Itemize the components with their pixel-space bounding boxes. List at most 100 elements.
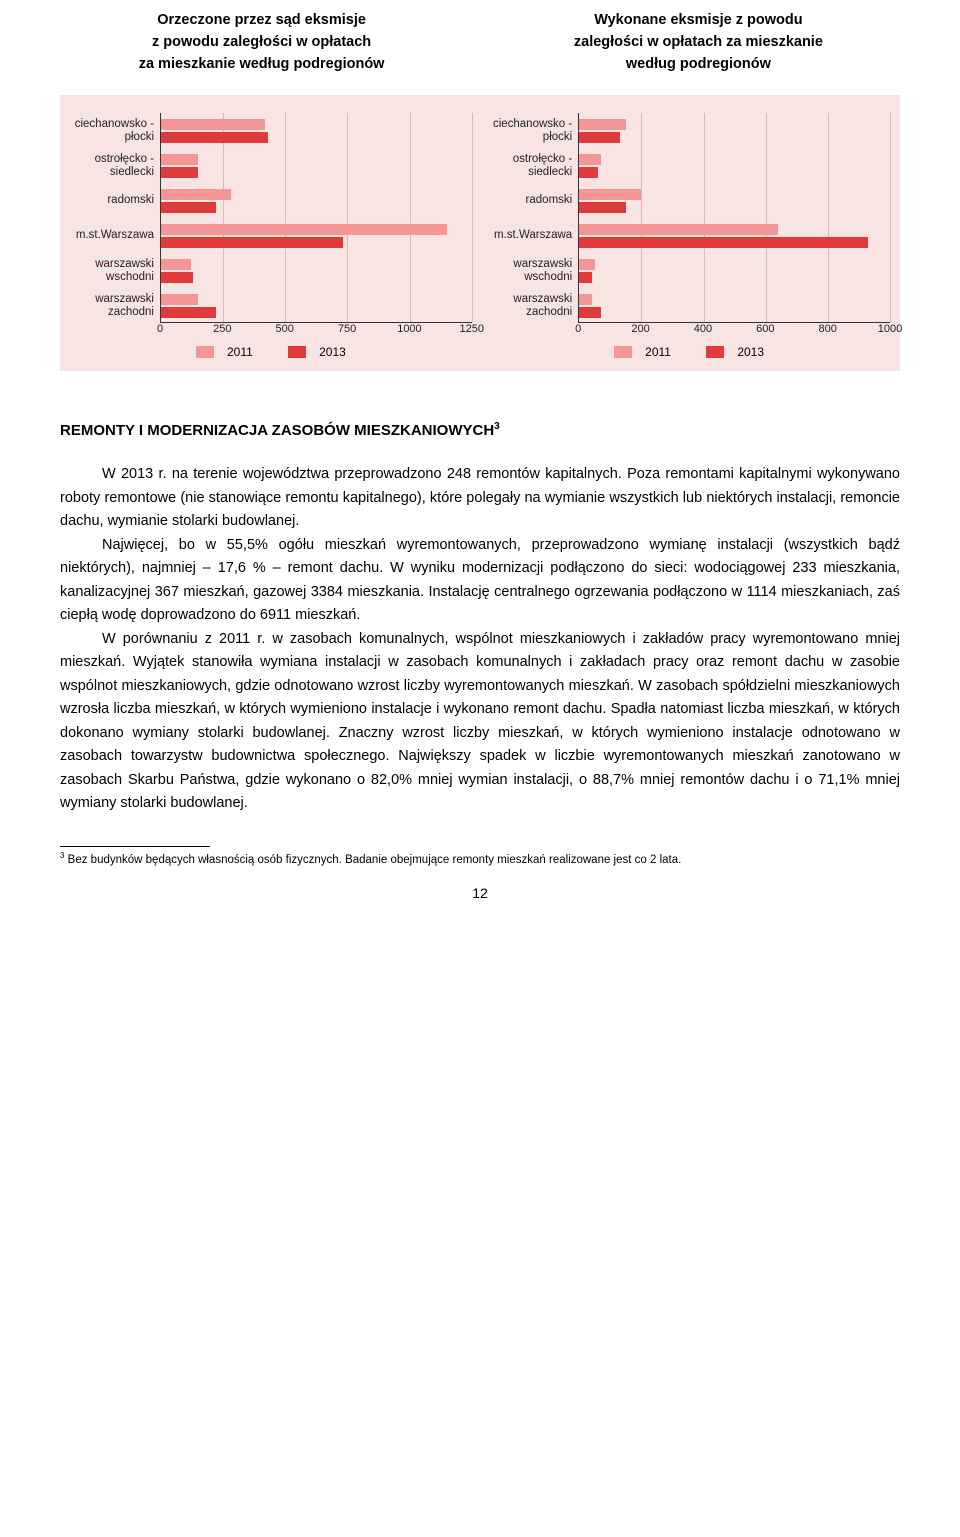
x-tick-label: 0 (157, 323, 163, 335)
body-text: W 2013 r. na terenie województwa przepro… (60, 463, 900, 815)
legend-swatch-2013 (288, 346, 306, 358)
footnote-superscript: 3 (60, 851, 64, 860)
bar-2011 (579, 154, 601, 165)
footnote-text: Bez budynków będących własnością osób fi… (68, 853, 682, 865)
title-line: Wykonane eksmisje z powodu (497, 10, 900, 32)
bar-group (161, 253, 472, 288)
category-label: warszawski wschodni (488, 253, 572, 288)
x-tick-label: 250 (213, 323, 231, 335)
bar-group (579, 148, 890, 183)
legend-item: 2013 (698, 345, 772, 359)
title-line: za mieszkanie według podregionów (60, 54, 463, 76)
paragraph: W porównaniu z 2011 r. w zasobach komuna… (60, 628, 900, 816)
footnote-rule (60, 846, 210, 847)
x-tick-label: 1000 (397, 323, 421, 335)
bar-group (579, 253, 890, 288)
category-label: ostrołęcko - siedlecki (70, 148, 154, 183)
bar-group (579, 113, 890, 148)
legend-swatch-2011 (614, 346, 632, 358)
bar-2013 (161, 132, 268, 143)
category-label: radomski (488, 183, 572, 218)
right-chart-title: Wykonane eksmisje z powodu zaległości w … (497, 10, 900, 75)
chart-titles-row: Orzeczone przez sąd eksmisje z powodu za… (60, 10, 900, 75)
bar-2013 (161, 202, 216, 213)
bar-2011 (161, 259, 191, 270)
bar-2013 (161, 237, 343, 248)
title-line: Orzeczone przez sąd eksmisje (60, 10, 463, 32)
bar-group (579, 288, 890, 323)
bar-2011 (579, 259, 595, 270)
bar-2011 (161, 119, 265, 130)
bar-2011 (579, 189, 641, 200)
title-line: według podregionów (497, 54, 900, 76)
bar-group (161, 113, 472, 148)
category-label: warszawski wschodni (70, 253, 154, 288)
legend-label: 2011 (227, 345, 253, 359)
category-label: m.st.Warszawa (70, 218, 154, 253)
x-axis-ticks: 02004006008001000 (578, 323, 890, 339)
left-chart: ciechanowsko - płockiostrołęcko - siedle… (70, 113, 472, 361)
paragraph: Najwięcej, bo w 55,5% ogółu mieszkań wyr… (60, 534, 900, 628)
bar-2013 (161, 167, 198, 178)
bar-2011 (161, 294, 198, 305)
category-label: radomski (70, 183, 154, 218)
category-label: warszawski zachodni (488, 288, 572, 323)
title-line: z powodu zaległości w opłatach (60, 32, 463, 54)
bar-group (161, 218, 472, 253)
x-tick-label: 600 (756, 323, 774, 335)
heading-superscript: 3 (494, 421, 500, 432)
bar-group (161, 148, 472, 183)
bar-2013 (579, 272, 591, 283)
y-axis-labels: ciechanowsko - płockiostrołęcko - siedle… (70, 113, 160, 323)
section-heading: REMONTY I MODERNIZACJA ZASOBÓW MIESZKANI… (60, 421, 900, 439)
right-chart: ciechanowsko - płockiostrołęcko - siedle… (488, 113, 890, 361)
x-tick-label: 0 (575, 323, 581, 335)
legend-label: 2013 (319, 345, 346, 359)
bar-group (579, 183, 890, 218)
category-label: m.st.Warszawa (488, 218, 572, 253)
page-number: 12 (60, 885, 900, 901)
heading-text: REMONTY I MODERNIZACJA ZASOBÓW MIESZKANI… (60, 422, 494, 439)
legend-label: 2013 (737, 345, 764, 359)
bar-2013 (579, 237, 868, 248)
bar-group (579, 218, 890, 253)
x-tick-label: 200 (631, 323, 649, 335)
bar-2013 (161, 272, 193, 283)
x-tick-label: 400 (694, 323, 712, 335)
title-line: zaległości w opłatach za mieszkanie (497, 32, 900, 54)
chart-legend: 2011 2013 (488, 345, 890, 361)
left-chart-title: Orzeczone przez sąd eksmisje z powodu za… (60, 10, 463, 75)
x-tick-label: 1250 (460, 323, 484, 335)
bar-2013 (579, 202, 626, 213)
bar-2011 (161, 224, 447, 235)
category-label: ostrołęcko - siedlecki (488, 148, 572, 183)
legend-item: 2013 (280, 345, 354, 359)
legend-swatch-2013 (706, 346, 724, 358)
category-label: ciechanowsko - płocki (70, 113, 154, 148)
category-label: ciechanowsko - płocki (488, 113, 572, 148)
bar-2011 (579, 224, 778, 235)
legend-item: 2011 (606, 345, 679, 359)
x-tick-label: 750 (338, 323, 356, 335)
category-label: warszawski zachodni (70, 288, 154, 323)
bar-group (161, 183, 472, 218)
bar-2011 (161, 189, 231, 200)
legend-swatch-2011 (196, 346, 214, 358)
plot-area (578, 113, 890, 323)
paragraph: W 2013 r. na terenie województwa przepro… (60, 463, 900, 533)
bar-2013 (579, 307, 601, 318)
bar-2011 (579, 294, 591, 305)
chart-legend: 2011 2013 (70, 345, 472, 361)
footnote: 3 Bez budynków będących własnością osób … (60, 851, 900, 868)
bar-2011 (161, 154, 198, 165)
x-axis-ticks: 025050075010001250 (160, 323, 472, 339)
bar-2013 (579, 132, 619, 143)
bar-2013 (579, 167, 598, 178)
legend-label: 2011 (645, 345, 671, 359)
legend-item: 2011 (188, 345, 261, 359)
x-tick-label: 800 (818, 323, 836, 335)
y-axis-labels: ciechanowsko - płockiostrołęcko - siedle… (488, 113, 578, 323)
bar-2011 (579, 119, 626, 130)
x-tick-label: 1000 (878, 323, 902, 335)
x-tick-label: 500 (276, 323, 294, 335)
